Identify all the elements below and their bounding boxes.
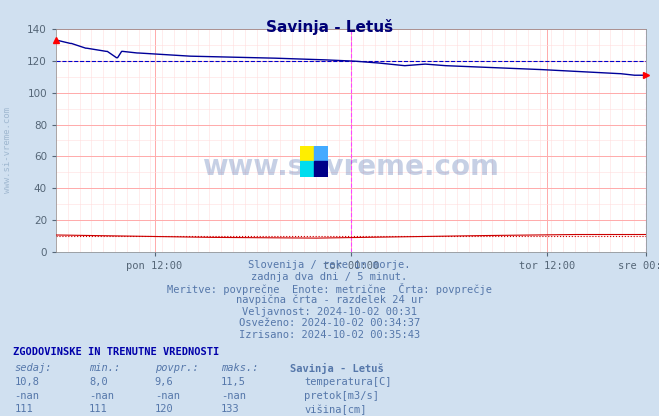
Bar [314,146,328,161]
Text: Savinja - Letuš: Savinja - Letuš [266,19,393,35]
Bar [300,146,314,161]
Text: www.si-vreme.com: www.si-vreme.com [202,153,500,181]
Text: ZGODOVINSKE IN TRENUTNE VREDNOSTI: ZGODOVINSKE IN TRENUTNE VREDNOSTI [13,347,219,357]
Text: sedaj:: sedaj: [14,363,52,373]
Text: navpična črta - razdelek 24 ur: navpična črta - razdelek 24 ur [236,295,423,305]
Text: Savinja - Letuš: Savinja - Letuš [290,363,384,374]
Text: Meritve: povprečne  Enote: metrične  Črta: povprečje: Meritve: povprečne Enote: metrične Črta:… [167,283,492,295]
Text: -nan: -nan [89,391,114,401]
Text: 10,8: 10,8 [14,377,40,387]
Bar [300,161,314,177]
Text: 9,6: 9,6 [155,377,173,387]
Text: zadnja dva dni / 5 minut.: zadnja dva dni / 5 minut. [251,272,408,282]
Text: maks.:: maks.: [221,363,258,373]
Text: 111: 111 [14,404,33,414]
Text: Veljavnost: 2024-10-02 00:31: Veljavnost: 2024-10-02 00:31 [242,307,417,317]
Text: -nan: -nan [14,391,40,401]
Text: povpr.:: povpr.: [155,363,198,373]
Text: Izrisano: 2024-10-02 00:35:43: Izrisano: 2024-10-02 00:35:43 [239,330,420,340]
Bar [314,161,328,177]
Text: pretok[m3/s]: pretok[m3/s] [304,391,380,401]
Text: 120: 120 [155,404,173,414]
Text: Osveženo: 2024-10-02 00:34:37: Osveženo: 2024-10-02 00:34:37 [239,318,420,328]
Text: Slovenija / reke in morje.: Slovenija / reke in morje. [248,260,411,270]
Text: 8,0: 8,0 [89,377,107,387]
Text: -nan: -nan [155,391,180,401]
Text: 111: 111 [89,404,107,414]
Text: 11,5: 11,5 [221,377,246,387]
Text: min.:: min.: [89,363,120,373]
Text: -nan: -nan [221,391,246,401]
Text: 133: 133 [221,404,239,414]
Text: višina[cm]: višina[cm] [304,404,367,415]
Text: www.si-vreme.com: www.si-vreme.com [3,107,13,193]
Text: temperatura[C]: temperatura[C] [304,377,392,387]
